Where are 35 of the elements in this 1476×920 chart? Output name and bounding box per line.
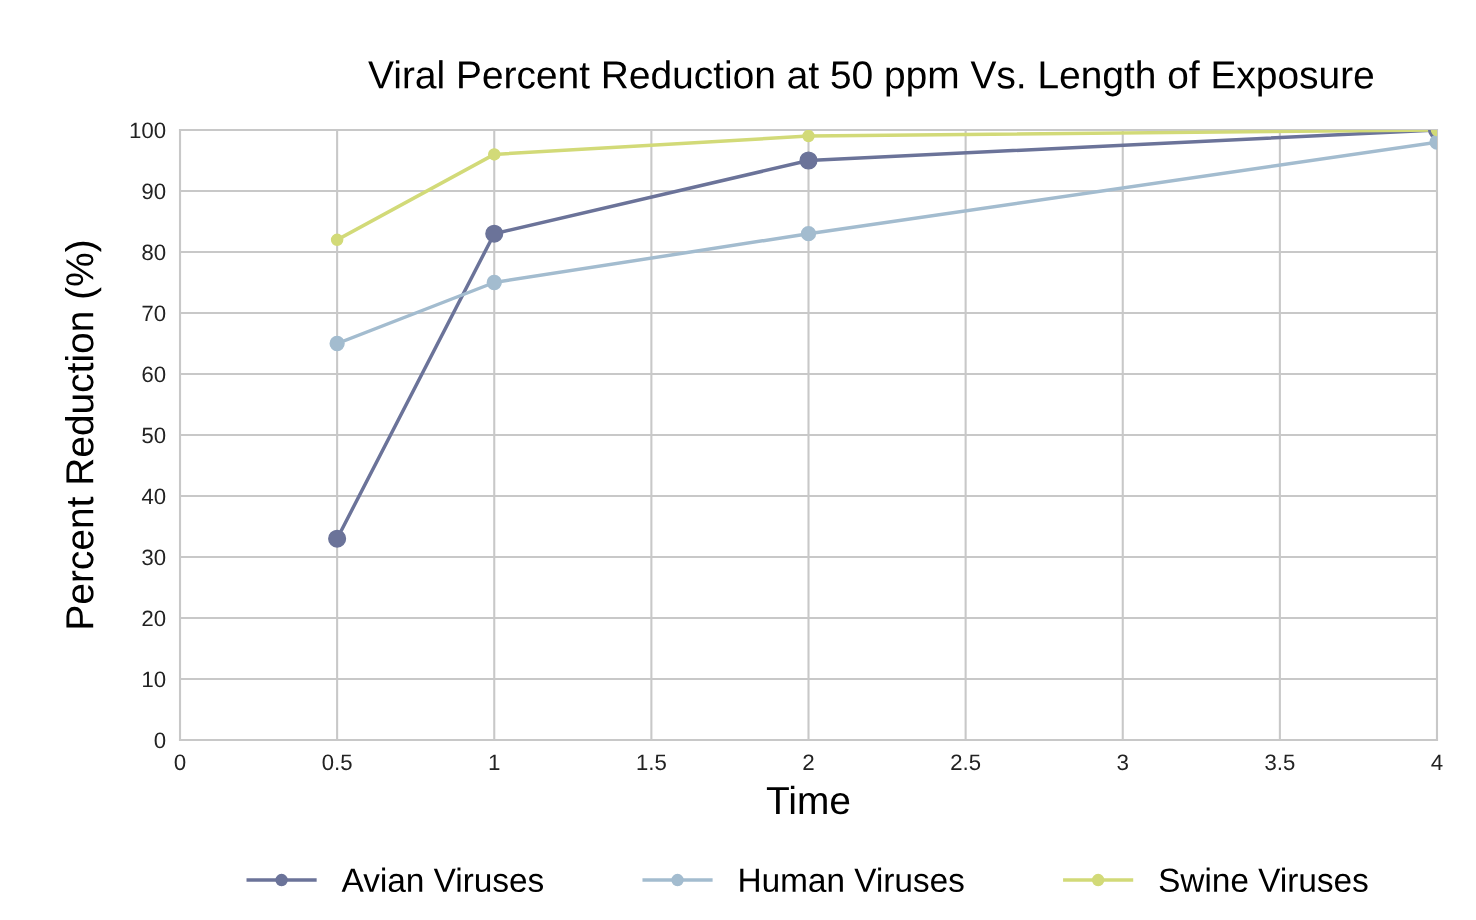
point	[487, 148, 501, 161]
x-tick-label: 2	[803, 754, 814, 770]
y-tick-label: 60	[142, 366, 166, 383]
point	[486, 274, 502, 291]
x-axis-title: Time	[766, 785, 850, 815]
legend-label: Swine Viruses	[1159, 867, 1368, 893]
y-tick-label: 10	[143, 671, 166, 688]
y-axis-title: Percent Reduction (%)	[65, 241, 102, 628]
y-tick-label: 70	[142, 305, 166, 322]
legend-label: Avian Viruses	[341, 867, 544, 893]
y-tick-label: 50	[142, 427, 166, 444]
y-tick-label: 30	[142, 549, 166, 566]
point	[328, 529, 347, 548]
y-tick-label: 100	[130, 122, 166, 139]
x-tick-label: 0.5	[322, 754, 352, 771]
point	[800, 226, 817, 242]
point	[330, 233, 344, 247]
y-tick-label: 0	[154, 732, 166, 749]
x-tick-label: 3	[1117, 754, 1128, 771]
x-tick-label: 1	[489, 754, 500, 770]
y-tick-label: 90	[142, 183, 166, 200]
point	[799, 151, 818, 170]
point	[485, 224, 504, 243]
chart-title: Viral Percent Reduction at 50 ppm Vs. Length of Exposure	[368, 60, 1373, 97]
x-tick-label: 1.5	[637, 754, 666, 771]
x-tick-label: 0	[174, 754, 186, 771]
y-tick-label: 20	[142, 610, 166, 627]
y-tick-label: 40	[141, 488, 166, 505]
y-tick-label: 80	[142, 244, 166, 261]
point	[329, 335, 345, 352]
x-tick-label: 3.5	[1265, 754, 1295, 771]
point	[802, 130, 815, 143]
legend-label: Human Viruses	[740, 867, 964, 893]
x-tick-label: 4	[1431, 754, 1443, 770]
x-tick-label: 2.5	[951, 754, 981, 771]
